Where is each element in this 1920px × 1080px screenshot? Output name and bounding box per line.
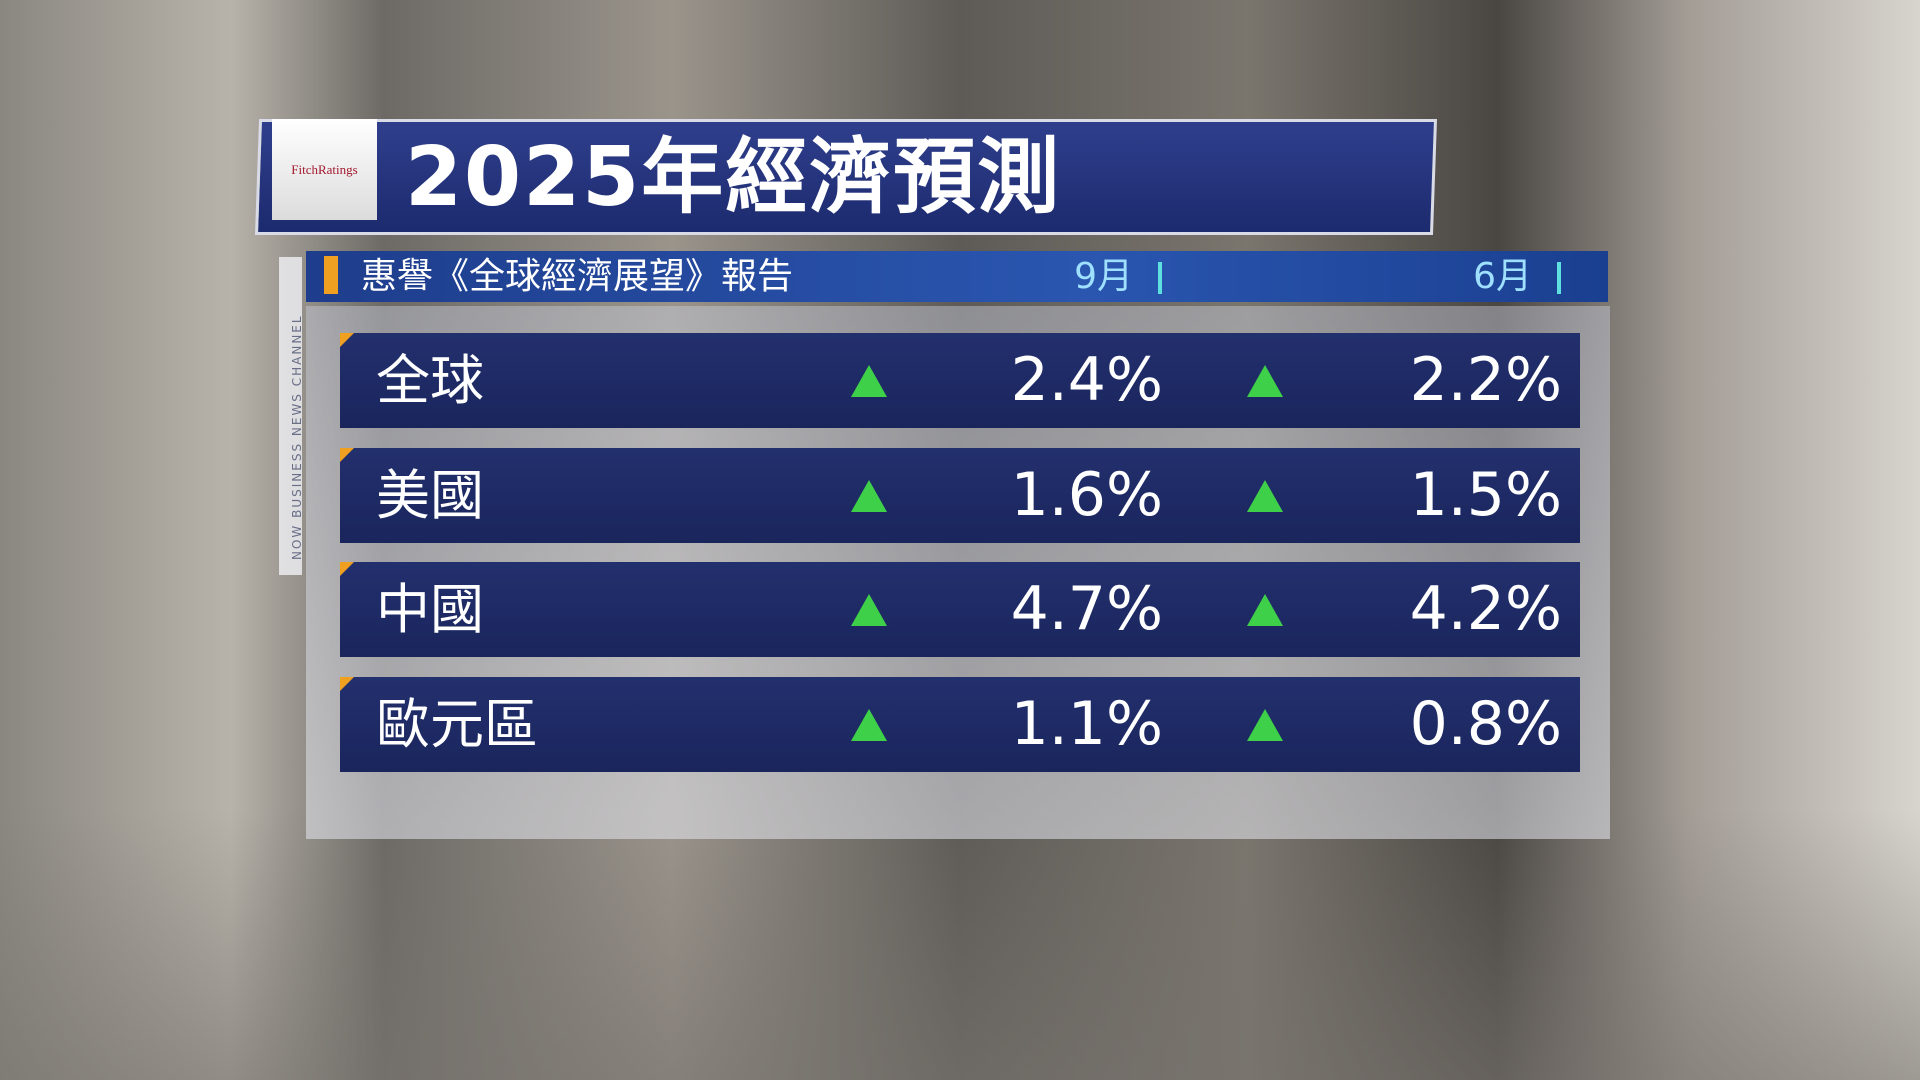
row-corner bbox=[340, 562, 354, 576]
column-header: 6月 bbox=[1473, 256, 1532, 297]
row-value: 1.1% bbox=[1010, 688, 1163, 759]
row-name: 全球 bbox=[376, 349, 484, 412]
row-value: 2.4% bbox=[1010, 345, 1163, 415]
up-arrow bbox=[1247, 594, 1283, 626]
table-row bbox=[340, 562, 1580, 657]
up-arrow bbox=[1247, 479, 1283, 512]
logo: FitchRatings bbox=[272, 119, 377, 220]
column-marker bbox=[1158, 262, 1162, 294]
channel-strip bbox=[279, 257, 302, 575]
row-corner bbox=[340, 676, 354, 691]
row-value: 2.2% bbox=[1409, 345, 1562, 415]
column-header: 9月 bbox=[1074, 256, 1133, 297]
channel-label: NOW BUSINESS NEWS CHANNEL bbox=[290, 314, 304, 560]
table-row bbox=[340, 676, 1580, 772]
up-arrow bbox=[851, 365, 887, 397]
row-corner bbox=[340, 447, 354, 462]
row-value: 1.6% bbox=[1010, 459, 1163, 530]
row-name: 歐元區 bbox=[376, 692, 538, 756]
up-arrow bbox=[1247, 708, 1283, 741]
row-name: 中國 bbox=[376, 578, 484, 641]
table-row bbox=[340, 447, 1580, 543]
row-value: 0.8% bbox=[1409, 688, 1562, 759]
accent bbox=[324, 256, 338, 294]
row-name: 美國 bbox=[376, 463, 484, 527]
row-value: 4.2% bbox=[1409, 574, 1562, 644]
subheader-bar bbox=[306, 251, 1608, 302]
up-arrow bbox=[851, 708, 887, 741]
row-value: 1.5% bbox=[1409, 459, 1562, 530]
up-arrow bbox=[851, 479, 887, 512]
title: 2025年經濟預測 bbox=[405, 130, 1062, 225]
row-value: 4.7% bbox=[1010, 574, 1163, 644]
up-arrow bbox=[851, 594, 887, 626]
column-marker bbox=[1557, 262, 1561, 294]
subheader-title: 惠譽《全球經濟展望》報告 bbox=[361, 256, 794, 297]
table-row bbox=[340, 333, 1580, 428]
up-arrow bbox=[1247, 365, 1283, 397]
row-corner bbox=[340, 333, 354, 347]
